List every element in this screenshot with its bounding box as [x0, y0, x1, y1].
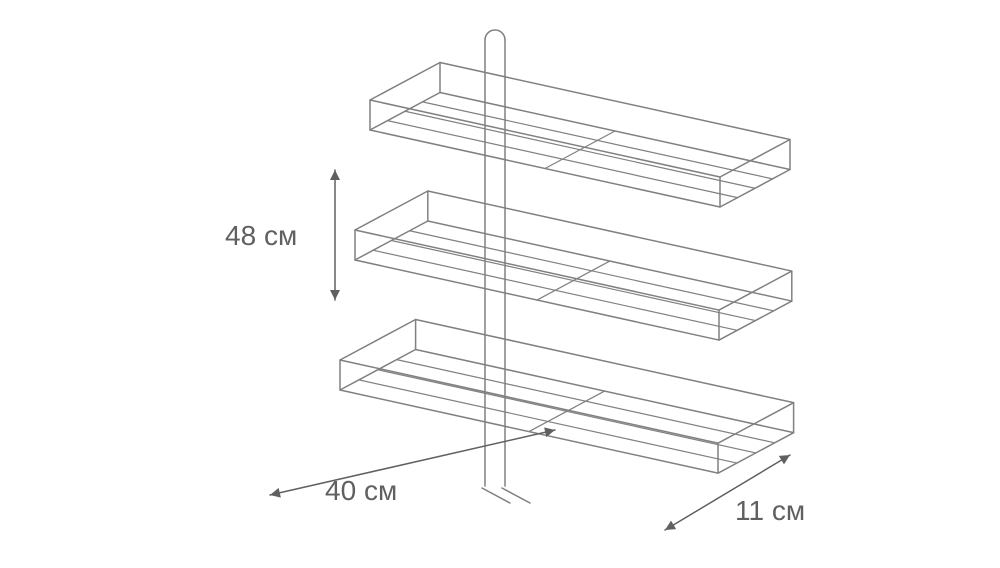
depth-value: 11 — [735, 495, 764, 526]
diagram-container: 48 см 40 см 11 см — [0, 0, 1000, 563]
depth-unit: см — [772, 495, 805, 526]
width-unit: см — [364, 475, 397, 506]
width-label: 40 см — [325, 475, 397, 507]
shelf-drawing — [0, 0, 1000, 563]
width-value: 40 — [325, 475, 356, 506]
height-unit: см — [264, 220, 297, 251]
depth-label: 11 см — [735, 495, 805, 527]
height-value: 48 — [225, 220, 256, 251]
height-label: 48 см — [225, 220, 297, 252]
